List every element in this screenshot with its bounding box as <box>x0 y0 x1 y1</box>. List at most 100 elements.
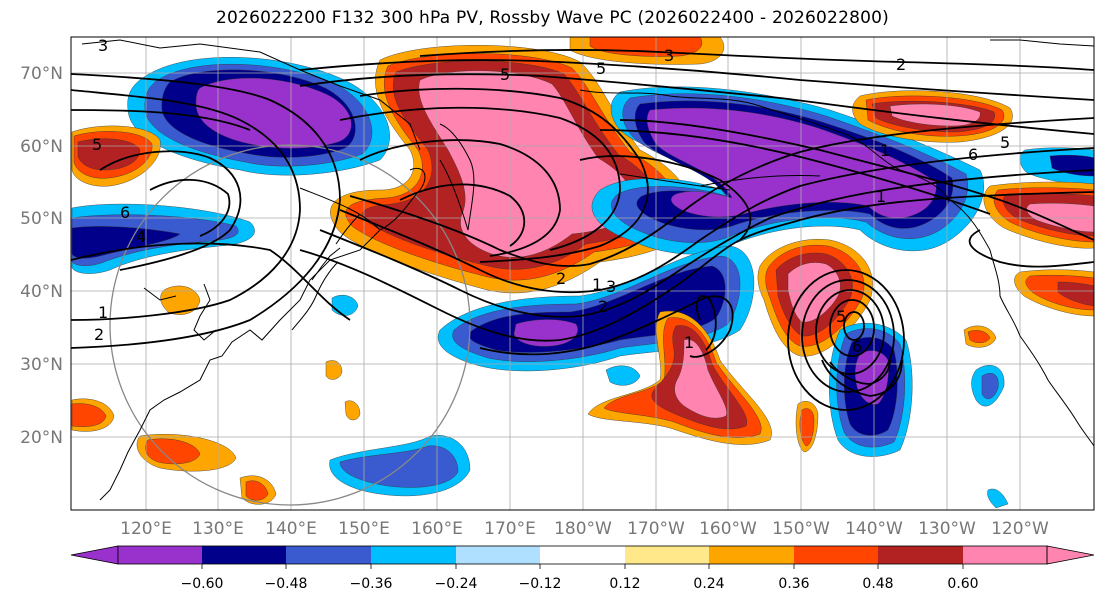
contour-label: 1 <box>98 303 108 322</box>
contour-label: 5 <box>500 65 510 84</box>
pv-contours <box>71 49 1094 411</box>
lon-label: 180°W <box>554 519 612 539</box>
pv-contour <box>599 129 991 215</box>
lon-label: 140°E <box>265 519 317 539</box>
colorbar-tick-label: 0.24 <box>693 576 724 592</box>
pv-contour <box>339 106 621 251</box>
pv-contour <box>829 299 875 357</box>
range-circle <box>109 144 471 506</box>
contour-label: 1 <box>876 187 886 206</box>
colorbar-segment <box>794 546 878 564</box>
pv-contour <box>71 89 301 321</box>
pv-contour <box>349 117 1094 267</box>
lon-label: 150°W <box>772 519 830 539</box>
lon-label: 130°W <box>918 519 976 539</box>
pv-contour <box>695 295 717 351</box>
contour-label: 1 <box>592 275 602 294</box>
colorbar-segment <box>709 546 794 564</box>
pv-contour <box>815 289 885 375</box>
contour-label: 5 <box>836 307 846 326</box>
positive-anomaly-cell <box>1057 281 1094 307</box>
contour-label: 5 <box>92 135 102 154</box>
colorbar-segment <box>456 546 540 564</box>
pv-contour <box>71 73 341 349</box>
colorbar-tick-label: 0.48 <box>862 576 893 592</box>
pv-contour <box>579 155 752 241</box>
map-panel: 3 3 2 5 5 5 6 5 6 4 1 2 1 1 2 3 2 1 5 6 … <box>71 36 1094 510</box>
pv-contour <box>149 178 231 237</box>
pv-contour <box>319 169 1094 318</box>
colorbar-tick-label: −0.36 <box>350 576 393 592</box>
colorbar-frame <box>117 545 1048 565</box>
colorbar-ticks: −0.60 −0.48 −0.36 −0.24 −0.12 0.12 0.24 0.36 0.4… <box>181 564 979 592</box>
longitude-labels: 120°E 130°E 140°E 150°E 160°E 170°E 180°… <box>120 519 1049 539</box>
contour-label: 2 <box>94 325 104 344</box>
colorbar-segments <box>118 546 1047 564</box>
lat-label: 60°N <box>20 137 63 157</box>
pv-contour <box>821 359 903 397</box>
pv-contour <box>829 359 891 385</box>
positive-anomaly-cell <box>674 339 727 419</box>
colorbar-extend-high <box>1046 545 1095 565</box>
negative-anomaly-cell <box>646 107 937 219</box>
contour-label: 3 <box>664 46 674 65</box>
positive-anomaly-cell <box>418 70 635 258</box>
colorbar-segment <box>371 546 456 564</box>
colorbar-segment <box>286 546 371 564</box>
colorbar-segment <box>540 546 625 564</box>
lat-label: 30°N <box>20 355 63 375</box>
contour-label: 2 <box>598 297 608 316</box>
contour-label: 5 <box>1000 133 1010 152</box>
lon-label: 120°E <box>120 519 172 539</box>
coastline-kamchatka <box>439 123 475 231</box>
coastline-alaska <box>579 89 951 201</box>
contour-label: 2 <box>896 55 906 74</box>
pv-contour <box>801 279 895 393</box>
colorbar-tick-label: −0.48 <box>265 576 308 592</box>
lon-label: 140°W <box>845 519 903 539</box>
pv-contour <box>99 150 242 271</box>
pv-contour <box>968 229 1094 268</box>
colorbar-segment <box>118 546 202 564</box>
pv-contour <box>299 73 1094 135</box>
lon-label: 130°E <box>192 519 244 539</box>
figure-title: 2026022200 F132 300 hPa PV, Rossby Wave … <box>216 8 889 28</box>
positive-anomaly-cell <box>71 403 107 427</box>
colorbar-tick-label: −0.24 <box>435 576 478 592</box>
pv-contour <box>419 49 1094 71</box>
lon-label: 170°E <box>484 519 536 539</box>
contour-label: 1 <box>684 333 694 352</box>
coastlines <box>81 39 1094 501</box>
colorbar-extend-low <box>70 545 119 565</box>
positive-anomaly-cell <box>245 480 269 501</box>
contour-label: 6 <box>852 337 862 356</box>
colorbar-tick-label: −0.12 <box>519 576 562 592</box>
negative-anomaly-cell <box>339 445 459 488</box>
contour-label: 6 <box>968 145 978 164</box>
colorbar-segment <box>202 546 286 564</box>
contour-label: 3 <box>98 36 108 55</box>
colorbar: −0.60 −0.48 −0.36 −0.24 −0.12 0.12 0.24 0.36 0.4… <box>70 545 1095 592</box>
pv-contour <box>71 242 351 321</box>
pv-contour <box>843 311 865 341</box>
colorbar-segment <box>625 546 709 564</box>
lon-label: 170°W <box>627 519 685 539</box>
pv-contour <box>619 119 1094 241</box>
coastline-america <box>949 39 1094 447</box>
coastline-asia <box>81 39 426 501</box>
lon-label: 120°W <box>991 519 1049 539</box>
contour-label: 4 <box>136 227 146 246</box>
contour-label: 5 <box>596 59 606 78</box>
colorbar-segment <box>963 546 1047 564</box>
positive-anomaly-cell <box>967 330 991 343</box>
latitude-labels: 70°N 60°N 50°N 40°N 30°N 20°N <box>20 64 63 448</box>
positive-anomaly-cell <box>77 138 141 171</box>
map-frame <box>70 36 1095 511</box>
lon-label: 150°E <box>338 519 390 539</box>
pv-contour <box>299 191 1094 342</box>
contour-labels: 3 3 2 5 5 5 6 5 6 4 1 2 1 1 2 3 2 1 5 6 … <box>92 36 1010 356</box>
pv-contour <box>71 109 251 131</box>
contour-label: 3 <box>606 277 616 296</box>
pv-contour <box>299 59 1094 101</box>
negative-anomaly-cell <box>981 373 999 399</box>
